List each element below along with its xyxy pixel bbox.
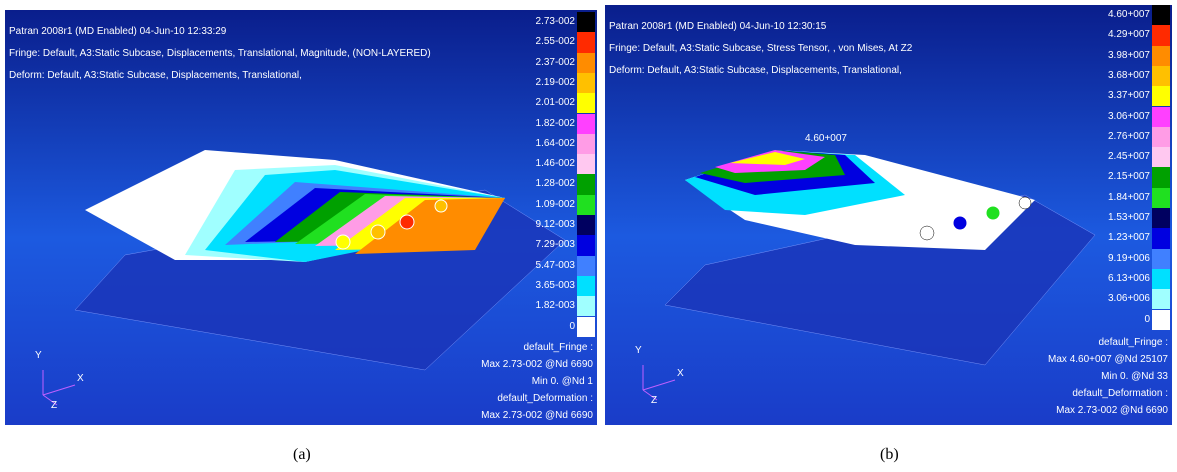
legend-swatch bbox=[1152, 147, 1170, 168]
annotation: 4.60+007 bbox=[805, 133, 847, 144]
legend-swatch bbox=[577, 174, 595, 195]
legend-label: 1.23+007 bbox=[1108, 232, 1150, 244]
legend-label: 3.68+007 bbox=[1108, 69, 1150, 81]
legend-label: 2.73-002 bbox=[535, 16, 575, 27]
footer-line: Max 2.73-002 @Nd 6690 bbox=[481, 359, 593, 370]
legend-swatch bbox=[1152, 86, 1170, 107]
axis-label: X bbox=[677, 368, 684, 379]
axis-label: X bbox=[77, 373, 84, 384]
legend-swatch bbox=[577, 215, 595, 236]
legend-swatch bbox=[1152, 126, 1170, 148]
legend-swatch bbox=[1152, 5, 1170, 26]
legend-swatch bbox=[577, 194, 595, 215]
legend-swatch bbox=[1152, 228, 1170, 249]
legend-label: 0 bbox=[569, 320, 575, 332]
footer-line: Max 4.60+007 @Nd 25107 bbox=[1048, 354, 1168, 365]
legend-swatch bbox=[1152, 309, 1170, 330]
legend-label: 3.65-003 bbox=[535, 279, 575, 291]
legend-label: 1.64-002 bbox=[535, 137, 575, 149]
legend-label: 3.98+007 bbox=[1108, 49, 1150, 61]
legend-label: 2.37-002 bbox=[535, 56, 575, 68]
caption: (b) bbox=[880, 446, 899, 463]
legend-swatch bbox=[577, 235, 595, 256]
header-line: Fringe: Default, A3:Static Subcase, Disp… bbox=[9, 48, 431, 59]
legend-swatch bbox=[577, 296, 595, 317]
footer-line: Min 0. @Nd 1 bbox=[531, 376, 593, 387]
footer-line: Min 0. @Nd 33 bbox=[1101, 371, 1168, 382]
legend-label: 4.60+007 bbox=[1108, 9, 1150, 20]
legend-label: 2.15+007 bbox=[1108, 171, 1150, 183]
legend-label: 1.82-003 bbox=[535, 300, 575, 312]
footer-line: default_Deformation : bbox=[497, 393, 593, 404]
legend-swatch bbox=[577, 72, 595, 94]
legend-label: 3.06+006 bbox=[1108, 293, 1150, 305]
footer-line: default_Fringe : bbox=[523, 342, 594, 353]
legend-swatch bbox=[1152, 268, 1170, 290]
legend-label: 6.13+006 bbox=[1108, 272, 1150, 284]
panel-a: Patran 2008r1 (MD Enabled) 04-Jun-10 12:… bbox=[5, 10, 597, 425]
axis-label: Z bbox=[651, 395, 658, 406]
legend-label: 7.29-003 bbox=[535, 239, 575, 251]
header-line: Deform: Default, A3:Static Subcase, Disp… bbox=[9, 70, 302, 81]
legend-label: 1.53+007 bbox=[1108, 212, 1150, 223]
axis-label: Y bbox=[35, 350, 42, 361]
legend-swatch bbox=[1152, 45, 1170, 66]
legend-swatch bbox=[1152, 289, 1170, 310]
legend-label: 1.46-002 bbox=[535, 158, 575, 170]
footer-line: default_Fringe : bbox=[1098, 337, 1169, 348]
axis-label: Y bbox=[635, 345, 642, 356]
legend-label: 2.55-002 bbox=[535, 36, 575, 48]
legend-label: 2.19-002 bbox=[535, 76, 575, 88]
legend-label: 3.06+007 bbox=[1108, 110, 1150, 122]
legend-swatch bbox=[577, 275, 595, 297]
legend-swatch bbox=[1152, 187, 1170, 208]
legend-swatch bbox=[1152, 208, 1170, 229]
legend-label: 1.82-002 bbox=[535, 117, 575, 129]
legend-label: 2.76+007 bbox=[1108, 130, 1150, 142]
legend-swatch bbox=[577, 52, 595, 73]
legend-swatch bbox=[577, 133, 595, 155]
legend-swatch bbox=[577, 316, 595, 337]
legend-label: 1.28-002 bbox=[535, 178, 575, 190]
legend-label: 0 bbox=[1144, 313, 1150, 325]
legend-label: 2.01-002 bbox=[535, 97, 575, 109]
legend-swatch bbox=[577, 12, 595, 33]
footer-line: Max 2.73-002 @Nd 6690 bbox=[481, 410, 593, 421]
legend-swatch bbox=[577, 154, 595, 175]
legend-swatch bbox=[577, 32, 595, 53]
panel-b: Patran 2008r1 (MD Enabled) 04-Jun-10 12:… bbox=[605, 5, 1172, 425]
legend-label: 3.37+007 bbox=[1108, 90, 1150, 102]
legend-label: 1.84+007 bbox=[1108, 191, 1150, 203]
legend-label: 1.09-002 bbox=[535, 198, 575, 210]
legend-label: 9.19+006 bbox=[1108, 252, 1150, 264]
legend-label: 5.47-003 bbox=[535, 259, 575, 271]
legend-swatch bbox=[1152, 106, 1170, 127]
header-line: Fringe: Default, A3:Static Subcase, Stre… bbox=[609, 43, 913, 54]
legend-label: 4.29+007 bbox=[1108, 29, 1150, 41]
header-line: Patran 2008r1 (MD Enabled) 04-Jun-10 12:… bbox=[9, 26, 227, 37]
footer-line: default_Deformation : bbox=[1072, 388, 1168, 399]
legend-label: 9.12-003 bbox=[535, 219, 575, 230]
header-line: Deform: Default, A3:Static Subcase, Disp… bbox=[609, 65, 902, 76]
legend-label: 2.45+007 bbox=[1108, 151, 1150, 163]
legend-swatch bbox=[1152, 167, 1170, 188]
model-view bbox=[642, 150, 1096, 401]
axis-label: Z bbox=[51, 400, 58, 411]
model-view bbox=[42, 150, 566, 406]
legend-swatch bbox=[577, 113, 595, 134]
caption: (a) bbox=[293, 446, 311, 463]
legend-swatch bbox=[1152, 25, 1170, 46]
header-line: Patran 2008r1 (MD Enabled) 04-Jun-10 12:… bbox=[609, 21, 827, 32]
footer-line: Max 2.73-002 @Nd 6690 bbox=[1056, 405, 1168, 416]
legend-swatch bbox=[1152, 248, 1170, 269]
legend-swatch bbox=[577, 255, 595, 276]
legend-swatch bbox=[1152, 65, 1170, 87]
legend-swatch bbox=[577, 93, 595, 114]
